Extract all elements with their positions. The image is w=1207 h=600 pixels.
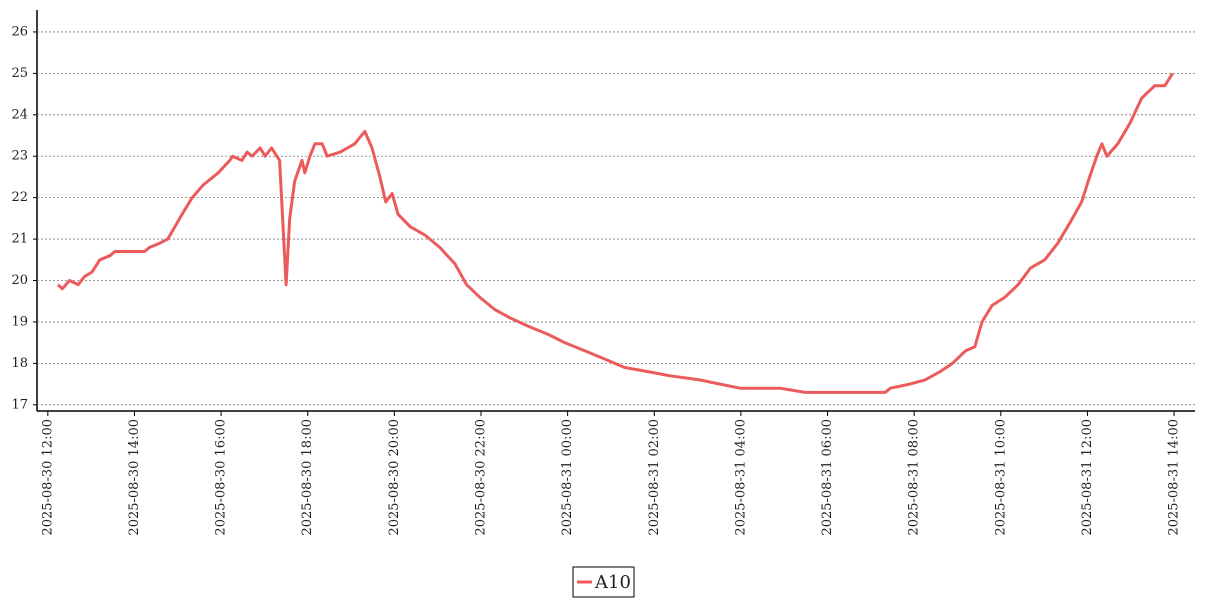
x-tick-label: 2025-08-30 20:00 bbox=[387, 419, 402, 536]
y-tick-label: 17 bbox=[11, 397, 28, 412]
x-tick-label: 2025-08-31 04:00 bbox=[733, 419, 748, 536]
x-tick-label: 2025-08-30 14:00 bbox=[127, 419, 142, 536]
x-tick-label: 2025-08-31 12:00 bbox=[1080, 419, 1095, 536]
legend-label: A10 bbox=[594, 572, 631, 593]
y-tick-label: 18 bbox=[11, 356, 28, 371]
data-line bbox=[56, 72, 1174, 394]
y-tick-label: 23 bbox=[11, 149, 28, 164]
x-tick-label: 2025-08-30 16:00 bbox=[214, 419, 229, 536]
x-tick-label: 2025-08-31 14:00 bbox=[1167, 419, 1182, 536]
x-tick-label: 2025-08-31 06:00 bbox=[820, 419, 835, 536]
y-tick-label: 24 bbox=[11, 107, 28, 122]
x-tick-label: 2025-08-30 12:00 bbox=[40, 419, 55, 536]
y-tick-label: 19 bbox=[11, 314, 28, 329]
x-tick-label: 2025-08-31 02:00 bbox=[647, 419, 662, 536]
x-tick-label: 2025-08-31 10:00 bbox=[993, 419, 1008, 536]
x-tick-label: 2025-08-30 22:00 bbox=[473, 419, 488, 536]
y-tick-label: 25 bbox=[11, 66, 28, 81]
x-tick-label: 2025-08-30 18:00 bbox=[300, 419, 315, 536]
y-tick-label: 21 bbox=[11, 232, 28, 247]
x-tick-label: 2025-08-31 00:00 bbox=[560, 419, 575, 536]
y-tick-label: 20 bbox=[11, 273, 28, 288]
y-tick-label: 22 bbox=[11, 190, 28, 205]
x-tick-label: 2025-08-31 08:00 bbox=[907, 419, 922, 536]
y-tick-label: 26 bbox=[11, 24, 28, 39]
